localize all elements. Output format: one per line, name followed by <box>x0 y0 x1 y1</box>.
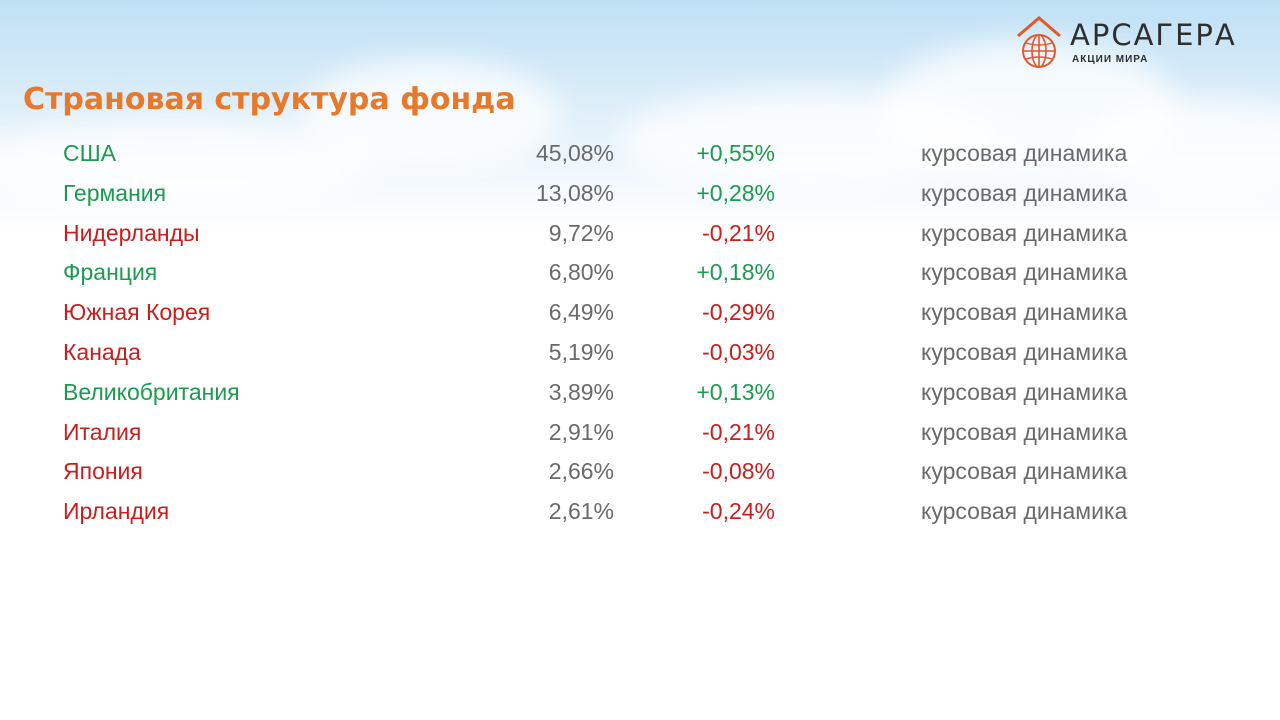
price-dynamics-link[interactable]: курсовая динамика <box>921 299 1128 326</box>
weight-change: +0,13% <box>696 378 775 405</box>
country-name: США <box>63 140 117 166</box>
country-weight: 2,66% <box>548 458 614 485</box>
table-row: Великобритания 3,89% +0,13% курсовая динами… <box>0 377 1280 417</box>
price-dynamics-link[interactable]: курсовая динамика <box>921 378 1128 405</box>
weight-change: -0,29% <box>702 299 775 326</box>
table-row: США 45,08% +0,55% курсовая динамика <box>0 138 1280 178</box>
country-weight: 6,49% <box>548 299 614 326</box>
table-row: Канада 5,19% -0,03% курсовая динамика <box>0 337 1280 377</box>
table-row: Нидерланды 9,72% -0,21% курсовая динамика <box>0 218 1280 258</box>
country-table: США 45,08% +0,55% курсовая динамика Германия… <box>0 138 1280 536</box>
country-weight: 5,19% <box>548 338 614 365</box>
table-row: Италия 2,91% -0,21% курсовая динамика <box>0 417 1280 457</box>
price-dynamics-link[interactable]: курсовая динамика <box>921 179 1128 206</box>
country-name: Германия <box>63 179 167 206</box>
weight-change: -0,21% <box>702 219 775 246</box>
country-name: Ирландия <box>63 498 170 525</box>
country-weight: 9,72% <box>548 219 614 246</box>
table-row: Япония 2,66% -0,08% курсовая динамика <box>0 456 1280 496</box>
price-dynamics-link[interactable]: курсовая динамика <box>921 140 1128 166</box>
table-row: Ирландия 2,61% -0,24% курсовая динамика <box>0 496 1280 536</box>
page-title: Страновая структура фонда <box>23 82 516 117</box>
weight-change: -0,21% <box>702 418 775 445</box>
table-row: Южная Корея 6,49% -0,29% курсовая динамика <box>0 297 1280 337</box>
country-weight: 13,08% <box>535 179 614 206</box>
country-name: Япония <box>63 458 143 485</box>
weight-change: +0,18% <box>696 259 775 286</box>
price-dynamics-link[interactable]: курсовая динамика <box>921 418 1128 445</box>
price-dynamics-link[interactable]: курсовая динамика <box>921 219 1128 246</box>
weight-change: +0,28% <box>696 179 775 206</box>
weight-change: -0,24% <box>702 498 775 525</box>
weight-change: -0,03% <box>702 338 775 365</box>
brand-logo[interactable]: АРСАГЕРА АКЦИИ МИРА <box>1016 16 1256 72</box>
table-row: Германия 13,08% +0,28% курсовая динамика <box>0 178 1280 218</box>
logo-subtitle: АКЦИИ МИРА <box>1072 54 1149 65</box>
country-name: Италия <box>63 418 142 445</box>
country-name: Франция <box>63 259 158 286</box>
globe-house-icon <box>1017 16 1061 68</box>
country-weight: 6,80% <box>548 259 614 286</box>
sky-background <box>0 0 1280 230</box>
price-dynamics-link[interactable]: курсовая динамика <box>921 259 1128 286</box>
country-name: Великобритания <box>63 378 240 405</box>
table-row: Франция 6,80% +0,18% курсовая динамика <box>0 257 1280 297</box>
price-dynamics-link[interactable]: курсовая динамика <box>921 458 1128 485</box>
country-weight: 2,91% <box>548 418 614 445</box>
country-name: Нидерланды <box>63 219 200 246</box>
price-dynamics-link[interactable]: курсовая динамика <box>921 338 1128 365</box>
country-weight: 3,89% <box>548 378 614 405</box>
country-name: Южная Корея <box>63 299 211 326</box>
weight-change: -0,08% <box>702 458 775 485</box>
country-weight: 2,61% <box>548 498 614 525</box>
price-dynamics-link[interactable]: курсовая динамика <box>921 498 1128 525</box>
logo-name: АРСАГЕРА <box>1070 18 1237 52</box>
country-name: Канада <box>63 338 141 365</box>
weight-change: +0,55% <box>696 140 775 166</box>
country-weight: 45,08% <box>535 140 614 166</box>
